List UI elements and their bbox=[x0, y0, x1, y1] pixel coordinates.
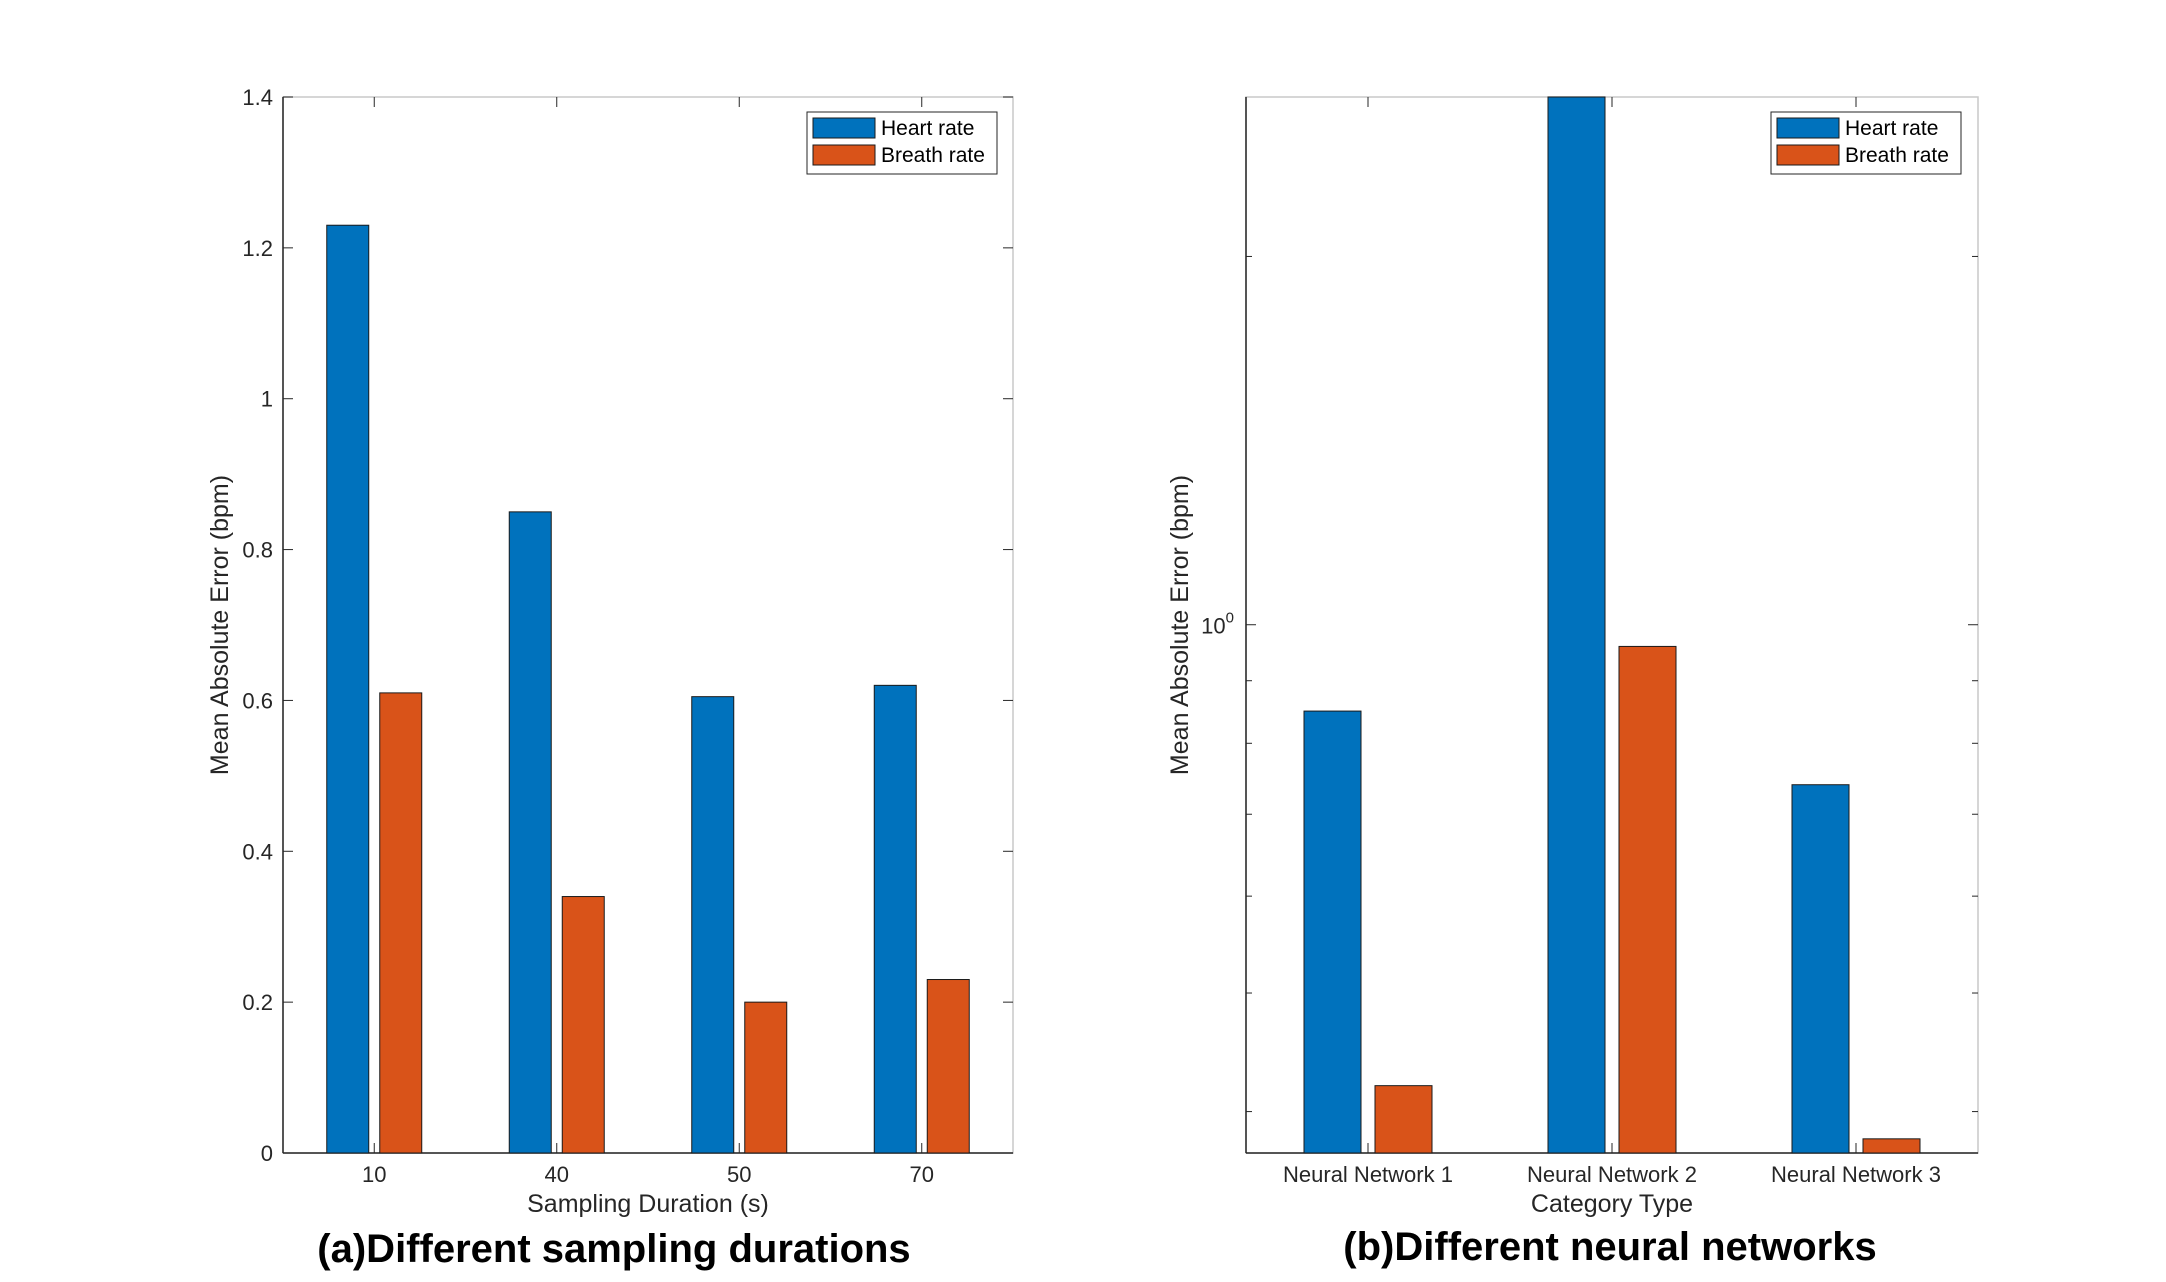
bar-heart-rate bbox=[1303, 710, 1362, 1154]
bar-breath-rate bbox=[1862, 1138, 1921, 1154]
chart-caption: (a)Different sampling durations bbox=[317, 1227, 910, 1271]
legend-swatch-breath-rate bbox=[1776, 144, 1840, 166]
y-tick-label: 0.2 bbox=[242, 990, 273, 1015]
chart-neural-networks: 100 Neural Network 1 Neural Network 2 Neura… bbox=[1166, 96, 1979, 1269]
bar-heart-rate bbox=[1791, 784, 1850, 1154]
y-axis-label: Mean Absolute Error (bpm) bbox=[1166, 475, 1194, 775]
bar-heart-rate bbox=[691, 696, 735, 1154]
x-tick-label: 10 bbox=[362, 1162, 386, 1187]
y-tick-label: 1.4 bbox=[242, 85, 273, 110]
y-tick-label: 0 bbox=[261, 1141, 273, 1166]
x-tick-label: 40 bbox=[545, 1162, 569, 1187]
x-axis-label: Sampling Duration (s) bbox=[527, 1190, 769, 1218]
bar-breath-rate bbox=[379, 692, 423, 1154]
bar-breath-rate bbox=[561, 896, 605, 1154]
legend: Heart rate Breath rate bbox=[806, 111, 998, 175]
bar-breath-rate bbox=[926, 979, 970, 1154]
legend-swatch-breath-rate bbox=[812, 144, 876, 166]
legend-label-breath-rate: Breath rate bbox=[881, 144, 985, 167]
chart-sampling-durations: 0 0.2 0.4 0.6 0.8 1 1.2 1.4 10 40 50 70 Sampling Dur… bbox=[206, 85, 1014, 1271]
y-tick-label: 1 bbox=[261, 387, 273, 412]
legend-label-breath-rate: Breath rate bbox=[1845, 144, 1949, 167]
legend: Heart rate Breath rate bbox=[1770, 111, 1962, 175]
legend-label-heart-rate: Heart rate bbox=[1845, 117, 1938, 140]
bar-breath-rate bbox=[744, 1001, 788, 1154]
bar-heart-rate bbox=[508, 511, 552, 1154]
x-tick-label: Neural Network 2 bbox=[1527, 1162, 1697, 1187]
y-tick-label: 100 bbox=[1201, 610, 1234, 639]
x-tick-label: 70 bbox=[910, 1162, 934, 1187]
legend-swatch-heart-rate bbox=[812, 117, 876, 139]
bar-heart-rate bbox=[873, 684, 917, 1154]
bar-heart-rate bbox=[326, 224, 370, 1154]
bar-heart-rate bbox=[1547, 96, 1606, 1154]
chart-caption: (b)Different neural networks bbox=[1343, 1225, 1876, 1269]
bar-breath-rate bbox=[1374, 1085, 1433, 1154]
x-axis-label: Category Type bbox=[1531, 1190, 1693, 1218]
y-tick-label: 0.6 bbox=[242, 688, 273, 713]
bar-breath-rate bbox=[1618, 645, 1677, 1154]
x-tick-label: Neural Network 1 bbox=[1283, 1162, 1453, 1187]
y-tick-label: 1.2 bbox=[242, 236, 273, 261]
x-tick-label: 50 bbox=[727, 1162, 751, 1187]
legend-label-heart-rate: Heart rate bbox=[881, 117, 974, 140]
y-tick-label: 0.4 bbox=[242, 839, 273, 864]
y-tick-label: 0.8 bbox=[242, 538, 273, 563]
x-tick-label: Neural Network 3 bbox=[1771, 1162, 1941, 1187]
legend-swatch-heart-rate bbox=[1776, 117, 1840, 139]
y-axis-label: Mean Absolute Error (bpm) bbox=[206, 475, 234, 775]
